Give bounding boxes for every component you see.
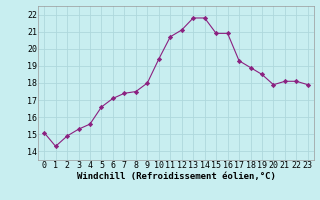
X-axis label: Windchill (Refroidissement éolien,°C): Windchill (Refroidissement éolien,°C)	[76, 172, 276, 181]
